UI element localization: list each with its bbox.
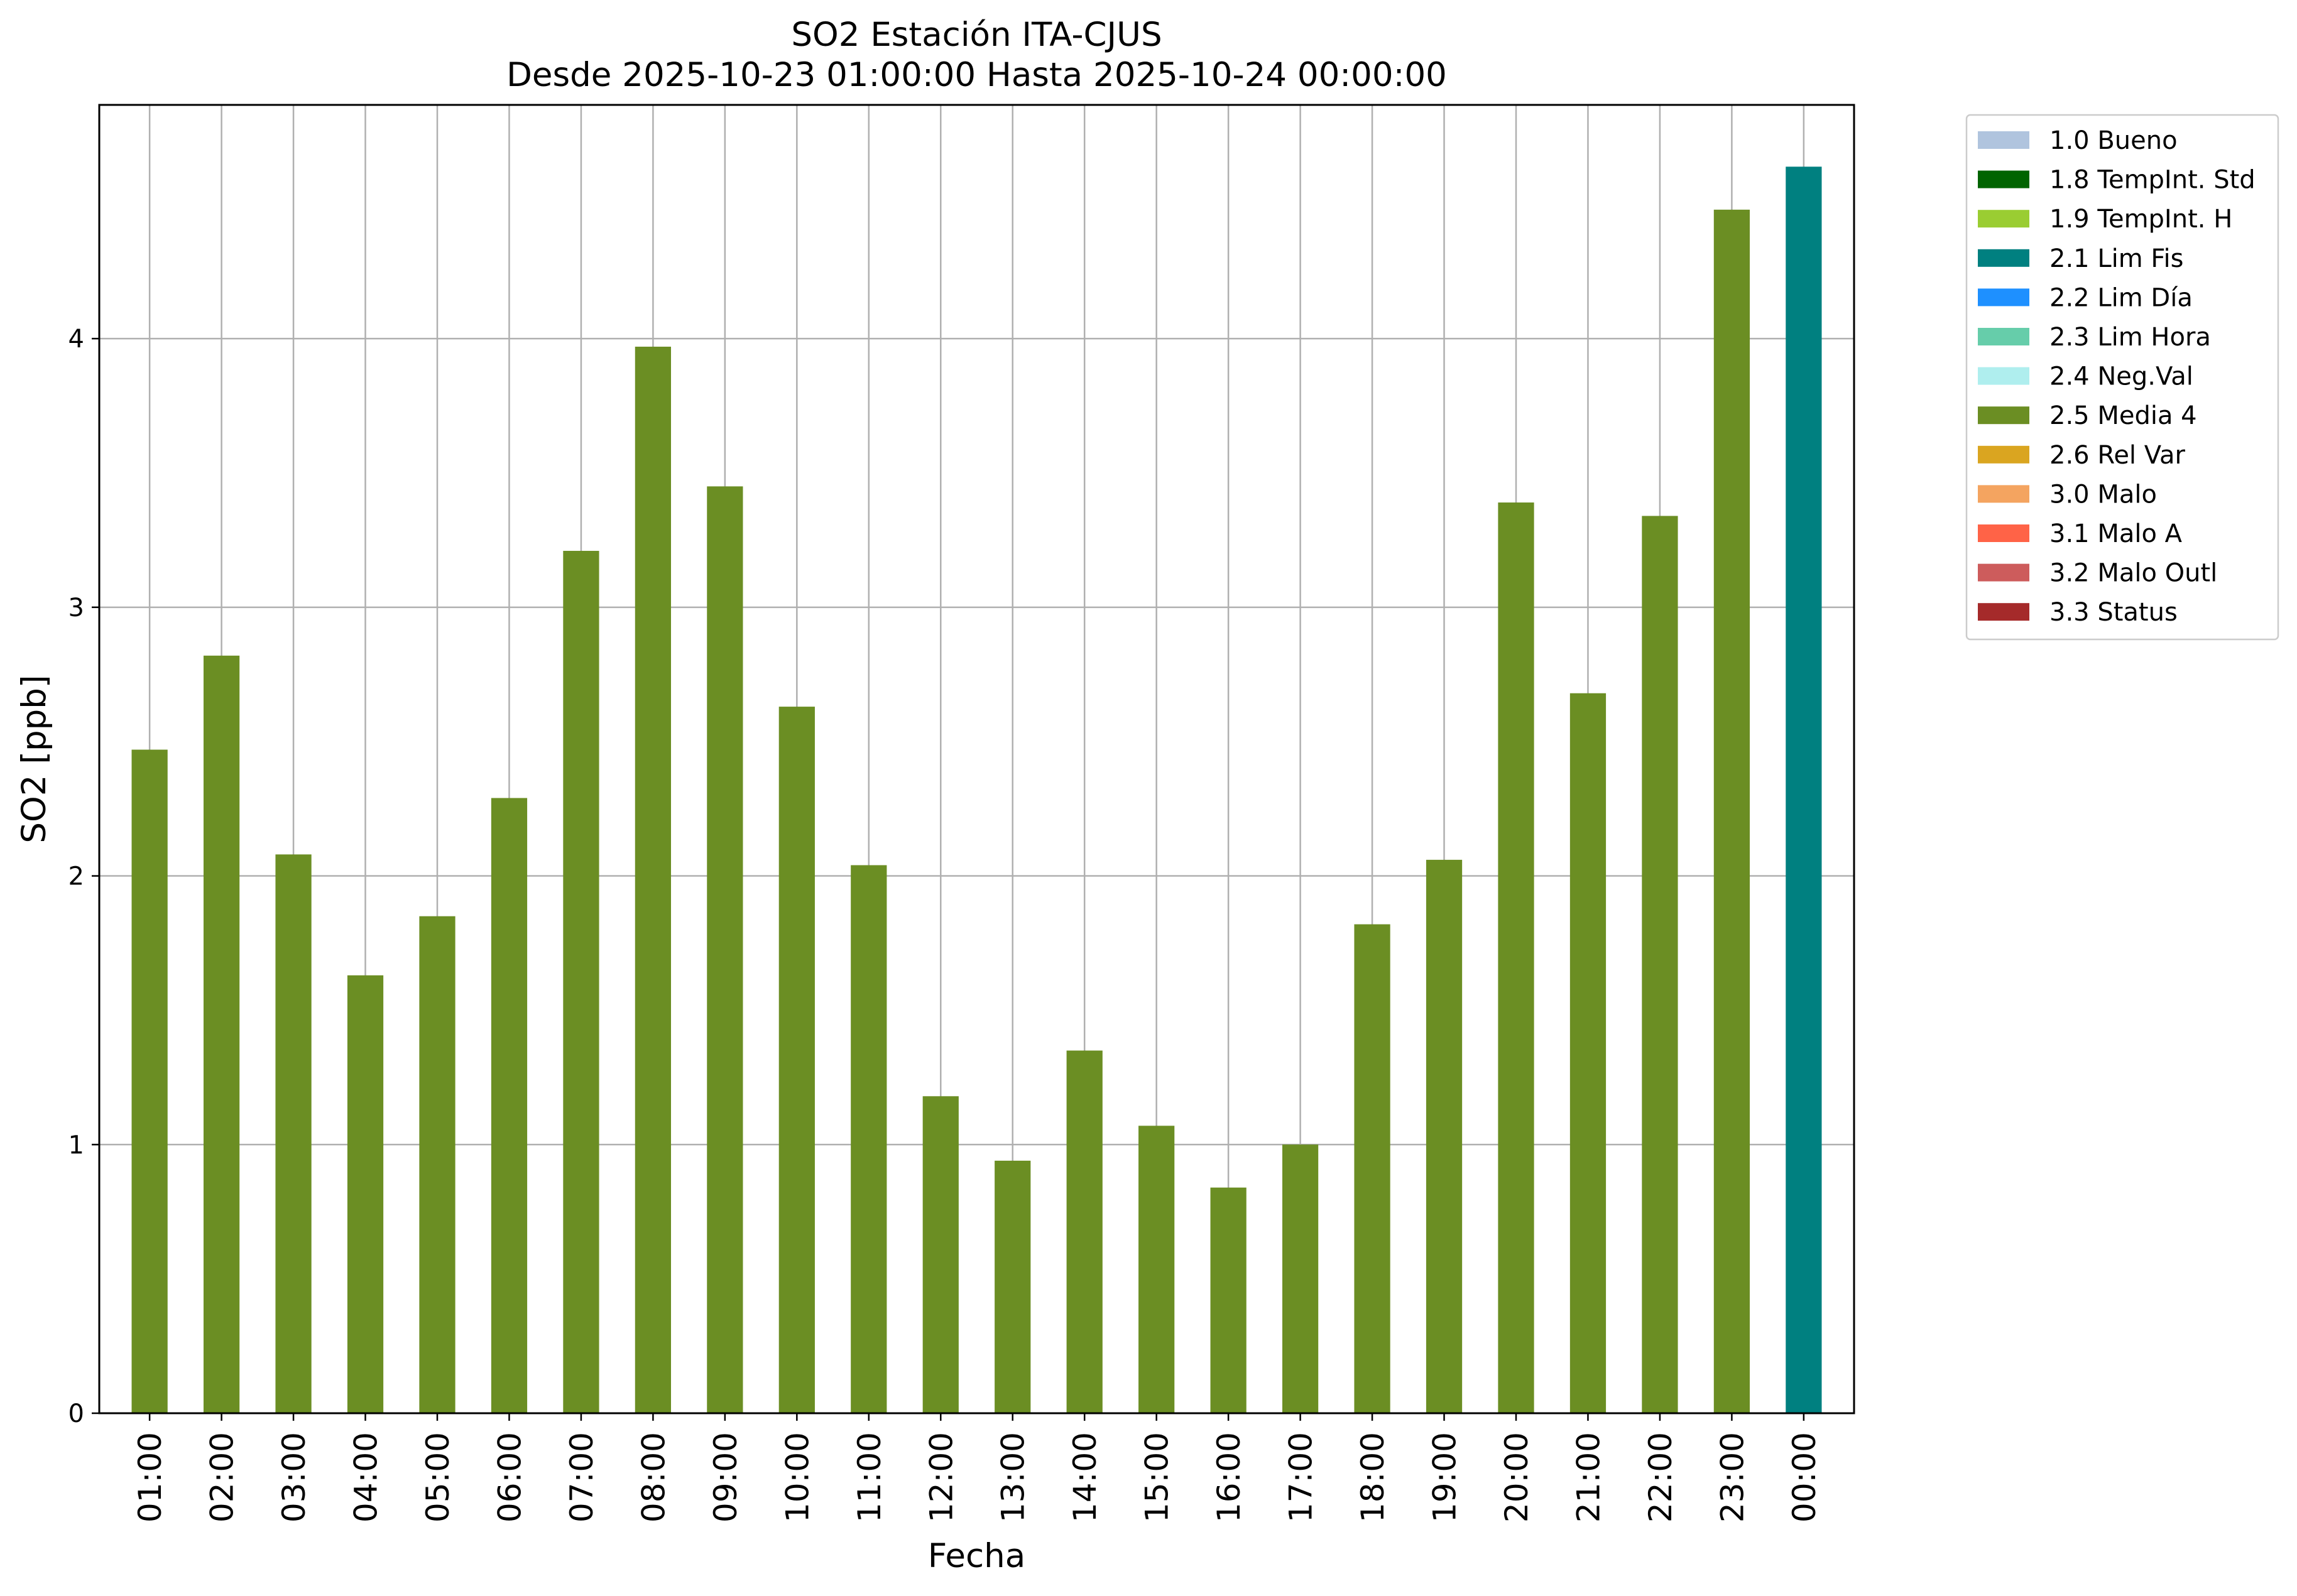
plot-frame — [98, 104, 1855, 1414]
bar — [1498, 502, 1534, 1414]
x-tick-label: 12:00 — [923, 1432, 959, 1523]
tick-layer: 0 1 2 3 4 01:00 02:00 03:00 04:00 05:00 06:00 07:00… — [68, 325, 1823, 1523]
bar — [995, 1160, 1031, 1413]
legend-label: 2.3 Lim Hora — [2049, 323, 2211, 352]
x-tick-label: 07:00 — [564, 1432, 600, 1523]
legend-frame — [1965, 114, 2279, 641]
x-tick-label: 15:00 — [1139, 1432, 1176, 1523]
x-tick-label: 01:00 — [132, 1432, 168, 1523]
bar — [1786, 166, 1822, 1414]
x-tick-label: 03:00 — [276, 1432, 312, 1523]
legend-label: 3.3 Status — [2049, 598, 2178, 627]
bar — [1066, 1050, 1103, 1413]
legend-label: 2.6 Rel Var — [2049, 441, 2186, 470]
x-axis-label: Fecha — [928, 1537, 1025, 1575]
legend-label: 1.0 Bueno — [2049, 126, 2178, 155]
y-tick-label: 2 — [68, 862, 84, 891]
legend-label: 1.9 TempInt. H — [2049, 205, 2232, 234]
x-tick-label: 13:00 — [995, 1432, 1032, 1523]
legend-label: 2.5 Media 4 — [2049, 401, 2197, 430]
x-tick-label: 04:00 — [348, 1432, 385, 1523]
x-tick-label: 16:00 — [1211, 1432, 1247, 1523]
bar-layer — [131, 166, 1822, 1414]
legend-label: 3.1 Malo A — [2049, 519, 2183, 548]
legend-swatch — [1978, 524, 2029, 542]
x-tick-label: 05:00 — [420, 1432, 456, 1523]
bar — [275, 854, 312, 1413]
legend-swatch — [1978, 445, 2029, 464]
legend-swatch — [1978, 288, 2029, 307]
y-tick-label: 4 — [68, 325, 84, 354]
legend-label: 3.2 Malo Outl — [2049, 559, 2217, 588]
bar — [419, 916, 456, 1413]
bar — [851, 865, 887, 1413]
bar — [1569, 693, 1607, 1413]
legend-swatch — [1978, 563, 2029, 582]
x-tick-label: 14:00 — [1067, 1432, 1103, 1523]
x-tick-label: 17:00 — [1283, 1432, 1319, 1523]
bar — [778, 707, 815, 1413]
legend-label: 1.8 TempInt. Std — [2049, 166, 2256, 195]
x-tick-label: 09:00 — [707, 1432, 744, 1523]
x-tick-label: 22:00 — [1642, 1432, 1679, 1523]
x-tick-label: 21:00 — [1570, 1432, 1607, 1523]
bar — [635, 346, 672, 1413]
y-tick-label: 0 — [68, 1399, 84, 1428]
bar — [347, 975, 384, 1413]
legend-swatch — [1978, 485, 2029, 503]
y-tick-label: 1 — [68, 1131, 84, 1159]
bar — [131, 749, 168, 1413]
legend-swatch — [1978, 210, 2029, 228]
legend-swatch — [1978, 131, 2029, 149]
chart-title: SO2 Estación ITA-CJUS — [791, 16, 1162, 54]
x-tick-label: 20:00 — [1498, 1432, 1535, 1523]
legend-swatch — [1978, 603, 2029, 621]
bar — [1642, 516, 1678, 1413]
x-tick-label: 06:00 — [491, 1432, 528, 1523]
x-tick-label: 02:00 — [204, 1432, 241, 1523]
legend-label: 3.0 Malo — [2049, 480, 2157, 509]
bar — [1426, 859, 1463, 1413]
bar — [1713, 209, 1750, 1414]
x-tick-label: 08:00 — [635, 1432, 672, 1523]
bar — [1138, 1126, 1175, 1413]
y-axis-label: SO2 [ppb] — [15, 675, 53, 843]
legend-swatch — [1978, 249, 2029, 267]
x-tick-label: 18:00 — [1355, 1432, 1391, 1523]
legend: 1.0 Bueno 1.8 TempInt. Std 1.9 TempInt. H 2… — [1965, 114, 2279, 641]
x-tick-label: 23:00 — [1714, 1432, 1750, 1523]
legend-swatch — [1978, 367, 2029, 385]
legend-label: 2.1 Lim Fis — [2049, 244, 2183, 273]
bar — [491, 798, 528, 1413]
chart-subtitle: Desde 2025-10-23 01:00:00 Hasta 2025-10-… — [506, 56, 1447, 94]
legend-label: 2.2 Lim Día — [2049, 283, 2193, 312]
legend-swatch — [1978, 328, 2029, 345]
bar — [707, 486, 743, 1413]
bar — [1354, 924, 1390, 1413]
x-tick-label: 11:00 — [851, 1432, 888, 1523]
bar — [1210, 1187, 1247, 1413]
x-tick-label: 10:00 — [779, 1432, 816, 1523]
legend-label: 2.4 Neg.Val — [2049, 362, 2193, 391]
bar — [922, 1096, 959, 1413]
y-tick-label: 3 — [68, 594, 84, 622]
x-tick-label: 19:00 — [1427, 1432, 1463, 1523]
bar — [203, 655, 240, 1413]
bar — [563, 551, 599, 1414]
legend-swatch — [1978, 406, 2029, 425]
x-tick-label: 00:00 — [1786, 1432, 1823, 1523]
legend-swatch — [1978, 170, 2029, 188]
bar — [1282, 1144, 1319, 1413]
